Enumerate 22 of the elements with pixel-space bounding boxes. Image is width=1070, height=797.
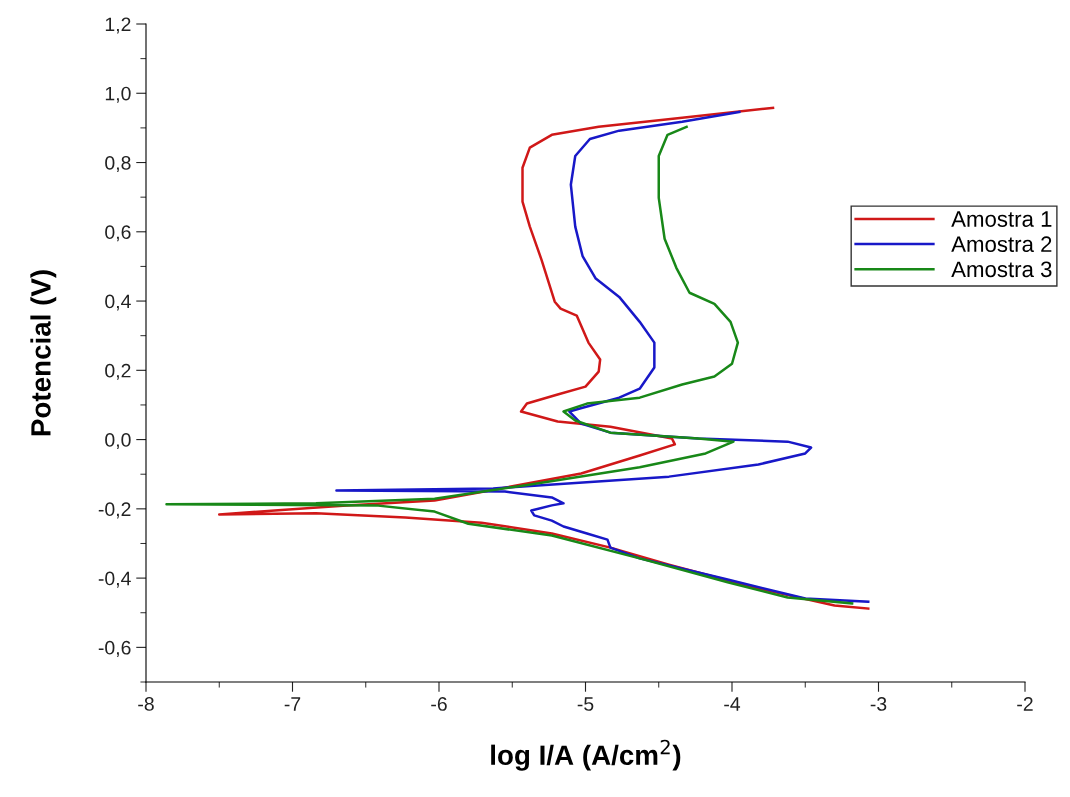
y-tick-label: 0,2 (105, 363, 131, 380)
y-tick-label: -0,6 (98, 640, 131, 657)
y-axis-title: Potencial (V) (30, 270, 57, 436)
y-tick-label: 1,2 (105, 17, 131, 34)
x-tick-label: -2 (1017, 697, 1033, 711)
x-tick-label: -8 (138, 697, 154, 711)
x-tick-label: -5 (577, 697, 594, 711)
y-tick-label: 0,8 (105, 155, 131, 173)
y-tick-label: 0,0 (105, 433, 131, 450)
y-tick-label: 1,0 (105, 86, 131, 103)
x-tick-label: -6 (431, 697, 447, 711)
legend-label: Amostra 1 (951, 211, 1052, 227)
y-tick-label: 0,4 (105, 294, 131, 311)
x-tick-label: -3 (870, 697, 887, 711)
x-tick-label: -4 (724, 697, 741, 711)
x-axis-title: log I/A (A/cm$^{2}$) (491, 739, 681, 771)
legend-label: Amostra 2 (951, 236, 1052, 253)
y-tick-label: 0,6 (105, 225, 131, 242)
legend-label: Amostra 3 (951, 261, 1052, 278)
y-tick-label: -0,2 (98, 502, 131, 519)
y-tick-label: -0,4 (98, 571, 131, 588)
x-tick-label: -7 (284, 697, 301, 711)
